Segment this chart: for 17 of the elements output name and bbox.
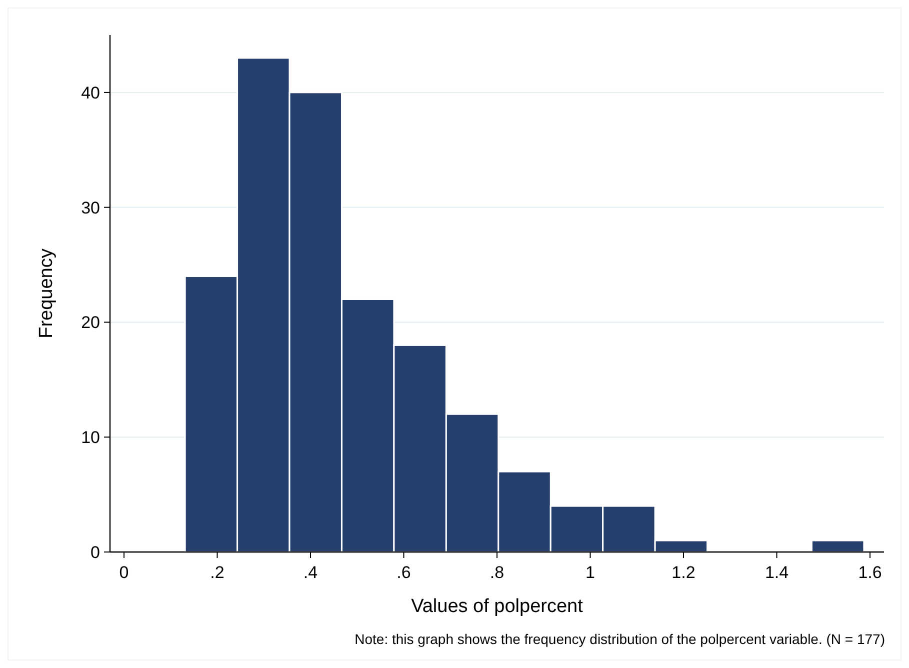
x-tick-label: .2 [210,563,224,582]
y-tick-label: 20 [81,313,100,332]
x-tick-label: 1.4 [764,563,789,582]
x-tick-label: 0 [119,563,129,582]
y-tick-label: 30 [81,198,100,218]
x-tick-label: 1.6 [858,563,882,582]
x-tick-label: .4 [303,563,318,582]
x-tick-label: 1 [586,563,595,582]
y-tick-label: 0 [90,542,100,562]
x-tick-label: .6 [396,563,411,582]
y-tick-label: 40 [81,83,100,102]
text: Note: this graph shows the frequency distribution of the polpercent variable. (N = 177) [354,631,885,647]
y-axis-title: Frequency [36,248,57,338]
x-tick-label: .8 [490,563,504,582]
x-axis-title: Values of polpercent [411,596,584,617]
y-tick-label: 10 [81,428,100,448]
x-tick-label: 1.2 [672,563,696,582]
